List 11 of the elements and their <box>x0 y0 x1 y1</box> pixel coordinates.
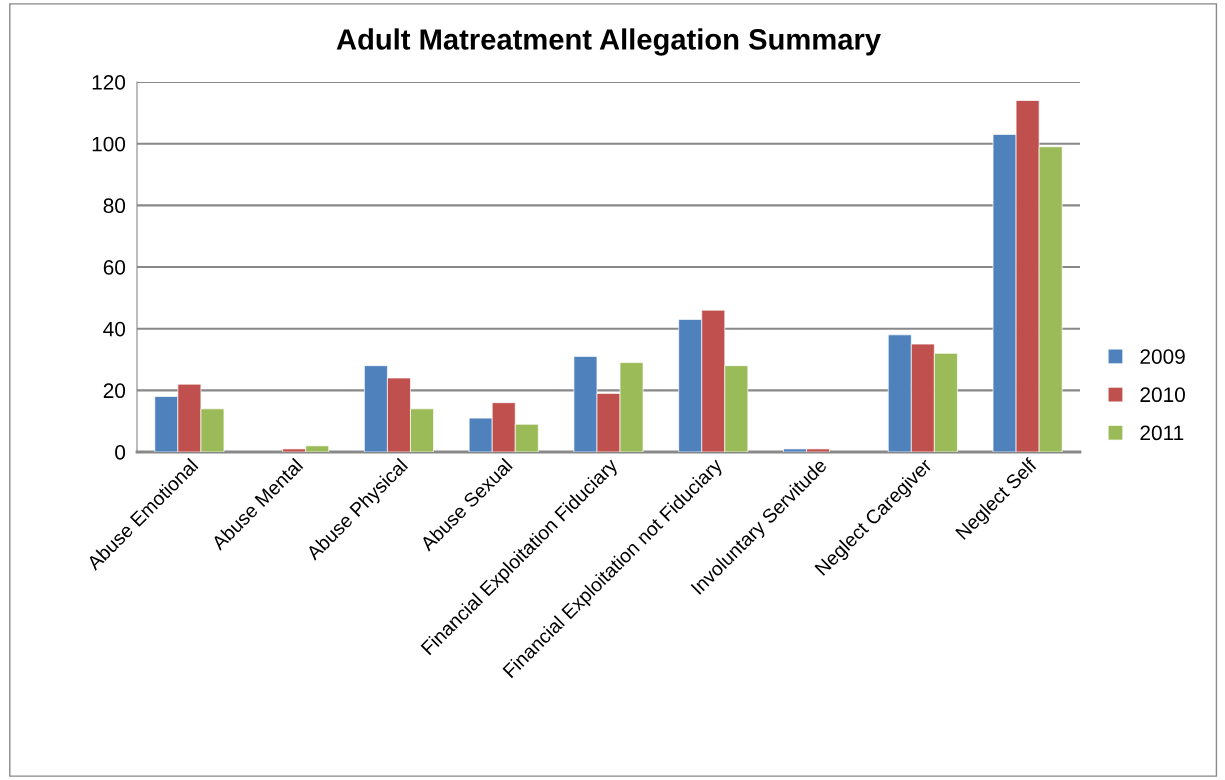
legend-label: 2011 <box>1140 425 1184 441</box>
y-tick-label: 80 <box>103 198 126 214</box>
y-tick-label: 40 <box>103 321 126 337</box>
legend-label: 2010 <box>1140 387 1185 403</box>
y-tick-label: 120 <box>92 75 126 90</box>
chart-title: Adult Matreatment Allegation Summary <box>336 28 881 56</box>
legend-label: 2009 <box>1140 349 1185 364</box>
y-tick-label: 60 <box>103 260 126 275</box>
y-tick-label: 20 <box>103 383 126 399</box>
y-tick-label: 0 <box>115 445 126 460</box>
y-tick-label: 100 <box>92 136 126 152</box>
